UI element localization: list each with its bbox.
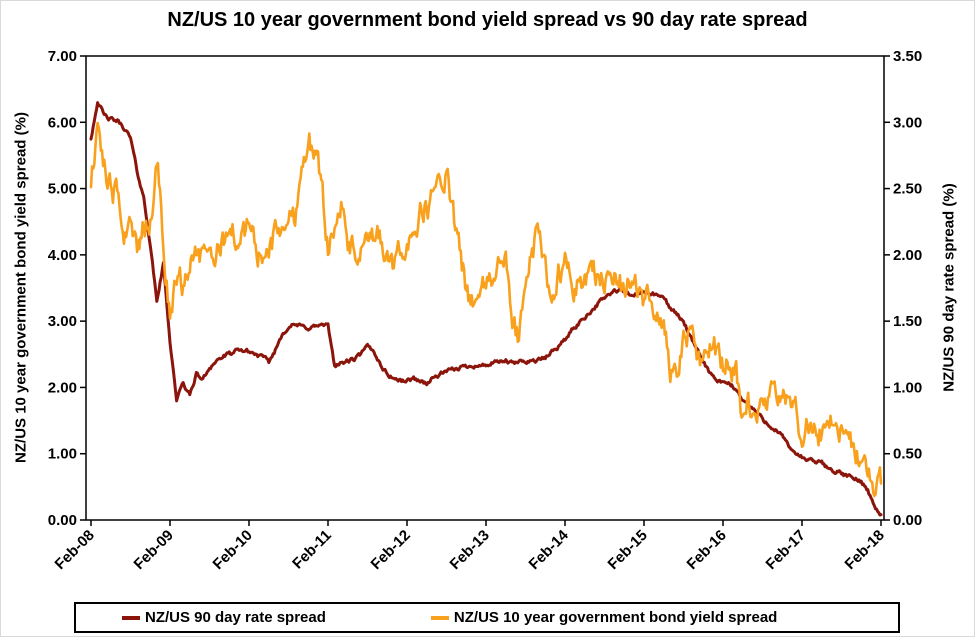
right-axis-tick-label: 0.00 bbox=[893, 512, 922, 529]
x-axis-tick-label: Feb-12 bbox=[368, 527, 414, 573]
left-axis-tick-label: 6.00 bbox=[48, 114, 77, 131]
legend-label-10year: NZ/US 10 year government bond yield spre… bbox=[453, 609, 778, 626]
left-axis-tick-label: 7.00 bbox=[48, 48, 77, 65]
left-axis-tick-label: 4.00 bbox=[48, 247, 77, 264]
right-axis-tick-label: 3.00 bbox=[893, 114, 922, 131]
x-axis-tick-label: Feb-15 bbox=[605, 527, 651, 573]
x-axis-tick-label: Feb-14 bbox=[526, 526, 573, 573]
plot-border bbox=[85, 55, 885, 521]
left-axis-tick-label: 5.00 bbox=[48, 181, 77, 198]
series-line-90day-rate-spread bbox=[89, 101, 883, 517]
x-axis-tick-label: Feb-16 bbox=[684, 527, 730, 573]
right-axis-tick-label: 2.50 bbox=[893, 181, 922, 198]
x-axis-tick-label: Feb-18 bbox=[842, 527, 888, 573]
legend-marker-90day-icon bbox=[122, 615, 140, 620]
chart-title: NZ/US 10 year government bond yield spre… bbox=[167, 9, 808, 31]
left-axis-tick-label: 0.00 bbox=[48, 512, 77, 529]
right-axis-tick-label: 3.50 bbox=[893, 48, 922, 65]
series-line-10year-bond-yield-spread bbox=[89, 121, 883, 498]
x-axis-tick-label: Feb-17 bbox=[763, 527, 809, 573]
legend-item-90day: NZ/US 90 day rate spread bbox=[122, 609, 326, 626]
left-axis-tick-label: 2.00 bbox=[48, 379, 77, 396]
x-axis-tick-label: Feb-13 bbox=[447, 527, 493, 573]
right-axis-tick-label: 0.50 bbox=[893, 446, 922, 463]
right-axis-tick-label: 1.00 bbox=[893, 379, 922, 396]
legend-marker-10year-icon bbox=[430, 615, 449, 620]
legend-item-10year: NZ/US 10 year government bond yield spre… bbox=[430, 609, 778, 626]
legend-label-90day: NZ/US 90 day rate spread bbox=[145, 609, 326, 626]
left-axis-tick-label: 1.00 bbox=[48, 446, 77, 463]
right-axis-tick-label: 1.50 bbox=[893, 313, 922, 330]
x-axis-tick-label: Feb-08 bbox=[52, 527, 98, 573]
right-axis-tick-label: 2.00 bbox=[893, 247, 922, 264]
x-axis-tick-label: Feb-11 bbox=[289, 527, 335, 573]
legend: NZ/US 90 day rate spread NZ/US 10 year g… bbox=[74, 602, 900, 633]
x-axis-tick-label: Feb-10 bbox=[210, 527, 256, 573]
left-axis-tick-label: 3.00 bbox=[48, 313, 77, 330]
x-axis-tick-label: Feb-09 bbox=[131, 527, 177, 573]
